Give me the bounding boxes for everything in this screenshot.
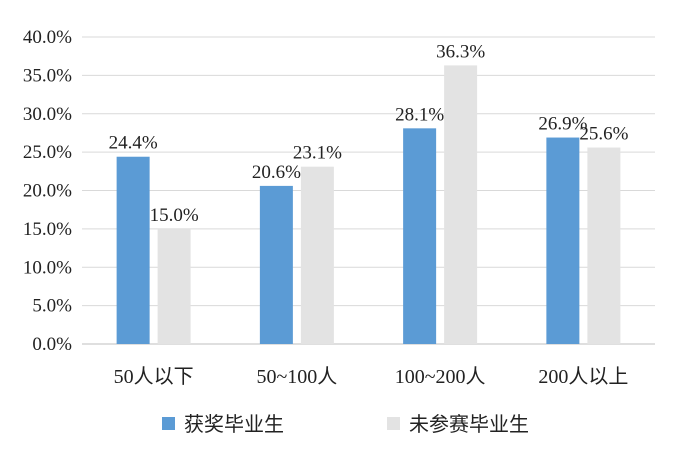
bar-series-2 (300, 166, 334, 344)
data-label: 15.0% (150, 205, 199, 226)
y-tick-label: 0.0% (32, 334, 72, 355)
data-label: 28.1% (395, 104, 444, 125)
bar-series-1 (116, 156, 150, 344)
data-label: 36.3% (436, 41, 485, 62)
legend: 获奖毕业生 未参赛毕业生 (162, 413, 529, 436)
bar-series-1 (403, 128, 437, 344)
y-tick-label: 25.0% (23, 142, 72, 163)
data-labels: 24.4% 15.0% 20.6%23.1% 28.1% 36.3% 26.9%25.6% (109, 41, 629, 225)
category-label: 100~200人 (395, 365, 486, 388)
y-tick-label: 35.0% (23, 65, 72, 86)
legend-label-1: 获奖毕业生 (184, 413, 284, 436)
x-axis-category-labels: 50人以下 50~100人 100~200人 200人以上 (114, 365, 629, 388)
bar-series-2 (444, 65, 478, 345)
y-tick-label: 20.0% (23, 181, 72, 202)
data-label: 20.6% (252, 162, 301, 183)
y-tick-label: 10.0% (23, 257, 72, 278)
category-label: 200人以上 (538, 365, 628, 388)
y-tick-label: 30.0% (23, 104, 72, 125)
bar-series-2 (587, 147, 621, 344)
bar-series-2 (157, 228, 191, 344)
category-label: 50~100人 (256, 365, 337, 388)
data-label: 25.6% (579, 124, 628, 145)
data-label: 23.1% (293, 143, 342, 164)
legend-swatch-2 (387, 417, 400, 430)
bar-series-1 (546, 137, 580, 344)
y-axis-tick-labels: 0.0% 5.0% 10.0% 15.0% 20.0% 25.0% 30.0% 35.0% 40… (23, 27, 72, 355)
data-label: 26.9% (538, 114, 587, 135)
y-tick-label: 15.0% (23, 219, 72, 240)
y-tick-label: 40.0% (23, 27, 72, 48)
data-label: 24.4% (109, 133, 158, 154)
category-label: 50人以下 (114, 365, 194, 388)
bars (116, 65, 621, 345)
y-tick-label: 5.0% (32, 296, 72, 317)
legend-label-2: 未参赛毕业生 (409, 413, 529, 436)
legend-swatch-1 (162, 417, 175, 430)
bar-series-1 (259, 185, 293, 344)
